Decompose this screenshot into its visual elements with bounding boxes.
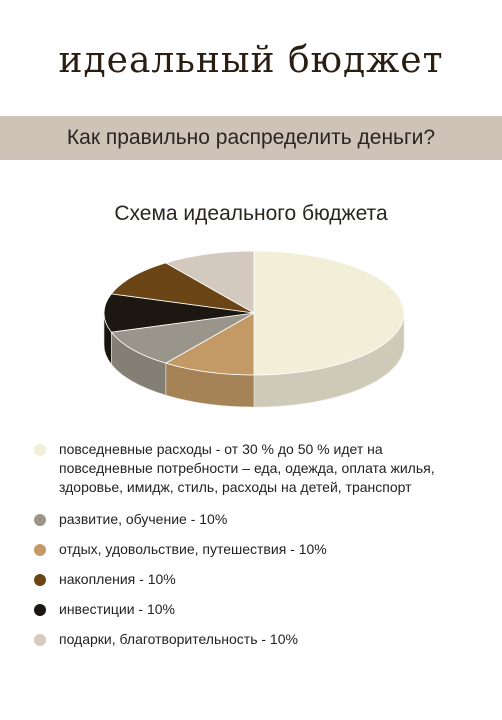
legend-swatch-development (34, 514, 46, 526)
legend-item-gifts: подарки, благотворительность - 10% (34, 630, 474, 649)
legend-label-investments: инвестиции - 10% (59, 601, 175, 617)
legend-swatch-leisure (34, 544, 46, 556)
legend-label-development: развитие, обучение - 10% (59, 511, 228, 527)
legend-swatch-savings (34, 574, 46, 586)
subtitle-banner: Как правильно распределить деньги? (0, 116, 502, 160)
chart-title: Схема идеального бюджета (114, 202, 388, 225)
pie-slice-5 (164, 250, 255, 314)
pie-slice-1 (164, 312, 255, 376)
legend-item-development: развитие, обучение - 10% (34, 510, 474, 529)
legend-item-daily: повседневные расходы - от 30 % до 50 % и… (34, 440, 474, 497)
pie-slice-0 (253, 250, 405, 376)
legend-item-leisure: отдых, удовольствие, путешествия - 10% (34, 540, 474, 559)
budget-pie-chart (103, 250, 405, 408)
subtitle-text: Как правильно распределить деньги? (66, 126, 436, 149)
page-title: идеальный бюджет (58, 40, 444, 81)
legend-item-savings: накопления - 10% (34, 570, 474, 589)
legend-label-gifts: подарки, благотворительность - 10% (59, 631, 298, 647)
legend-swatch-investments (34, 604, 46, 616)
legend: повседневные расходы - от 30 % до 50 % и… (34, 440, 474, 649)
legend-label-savings: накопления - 10% (59, 571, 176, 587)
legend-label-leisure: отдых, удовольствие, путешествия - 10% (59, 541, 327, 557)
pie-slice-3 (103, 293, 255, 333)
legend-swatch-daily (34, 444, 46, 456)
pie-slice-4 (110, 262, 255, 314)
legend-label-daily: повседневные расходы - от 30 % до 50 % и… (59, 441, 435, 495)
pie-slice-2 (110, 312, 255, 364)
legend-item-investments: инвестиции - 10% (34, 600, 474, 619)
legend-swatch-gifts (34, 634, 46, 646)
